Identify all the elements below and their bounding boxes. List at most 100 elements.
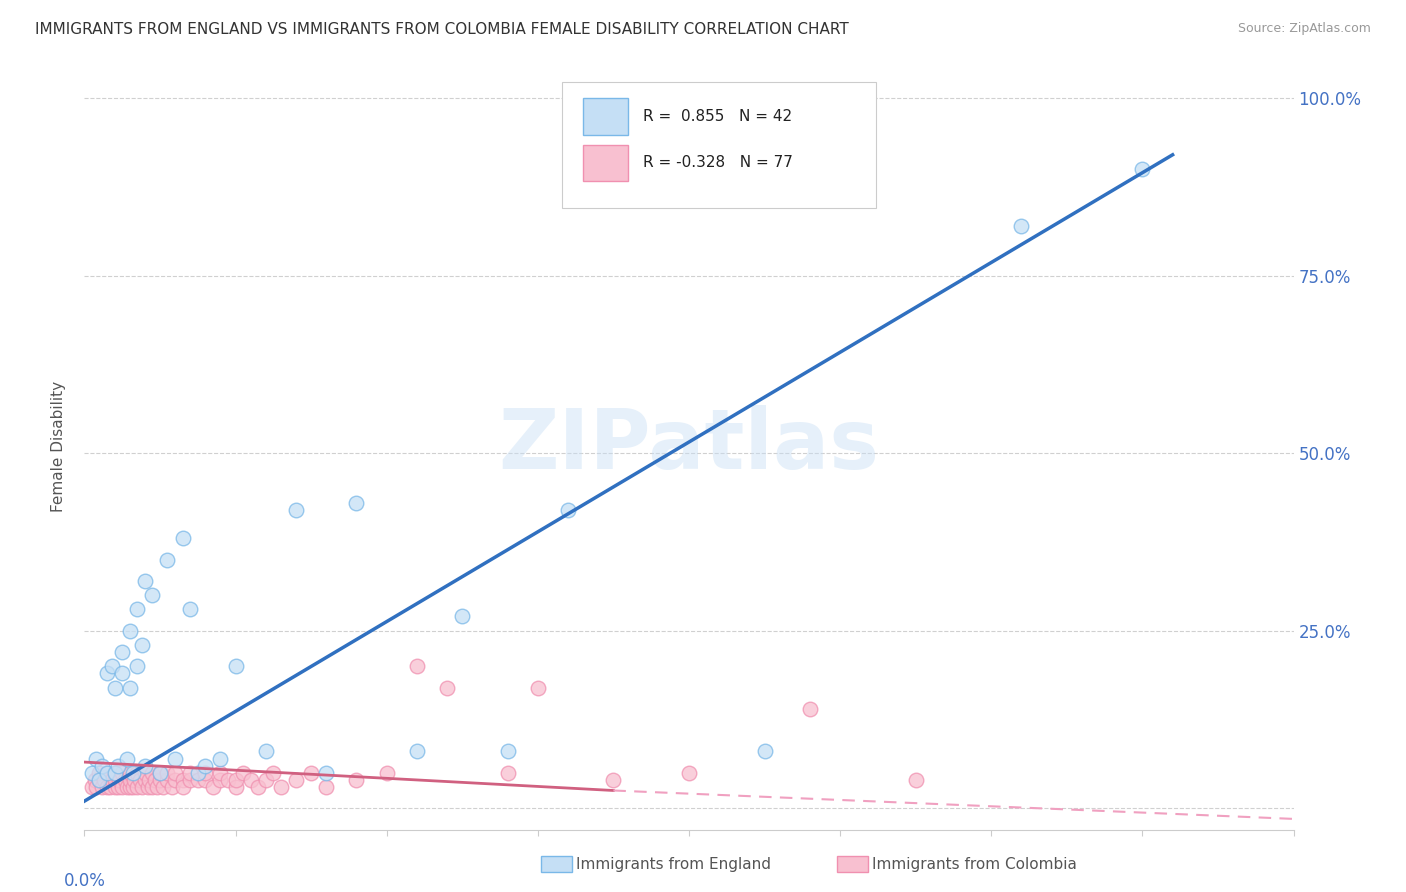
Point: [904, 772, 927, 787]
Point: [89, 772, 111, 787]
Point: [84, 772, 107, 787]
Text: R =  0.855   N = 42: R = 0.855 N = 42: [643, 109, 792, 124]
Point: [118, 624, 141, 638]
Point: [149, 765, 172, 780]
Point: [89, 772, 111, 787]
Text: IMMIGRANTS FROM ENGLAND VS IMMIGRANTS FROM COLOMBIA FEMALE DISABILITY CORRELATIO: IMMIGRANTS FROM ENGLAND VS IMMIGRANTS FR…: [35, 22, 849, 37]
Point: [254, 744, 277, 758]
Point: [127, 780, 149, 794]
Point: [406, 744, 429, 758]
Point: [436, 681, 458, 695]
Point: [107, 780, 129, 794]
Text: ZIPatlas: ZIPatlas: [499, 406, 879, 486]
Point: [93, 772, 115, 787]
Point: [406, 659, 429, 673]
Point: [156, 772, 179, 787]
FancyBboxPatch shape: [562, 81, 876, 208]
Point: [209, 772, 232, 787]
Point: [114, 772, 136, 787]
Point: [201, 780, 224, 794]
Point: [179, 602, 201, 616]
Point: [602, 772, 624, 787]
Text: R = -0.328   N = 77: R = -0.328 N = 77: [643, 154, 793, 169]
Point: [118, 765, 141, 780]
Point: [299, 765, 322, 780]
Point: [134, 574, 156, 588]
Point: [217, 772, 239, 787]
Point: [285, 503, 308, 517]
Point: [285, 772, 308, 787]
Point: [141, 765, 163, 780]
Point: [165, 765, 187, 780]
Point: [145, 772, 167, 787]
Point: [96, 765, 118, 780]
Point: [86, 780, 108, 794]
Point: [149, 772, 172, 787]
Point: [111, 765, 134, 780]
Point: [111, 645, 134, 659]
Point: [375, 765, 398, 780]
Point: [451, 609, 474, 624]
Point: [121, 780, 143, 794]
Point: [104, 765, 127, 780]
Bar: [582, 145, 628, 181]
Point: [247, 780, 270, 794]
Point: [194, 765, 217, 780]
Point: [262, 765, 284, 780]
Point: [134, 765, 156, 780]
Point: [346, 496, 368, 510]
Point: [146, 780, 169, 794]
Point: [1011, 219, 1033, 233]
Point: [104, 681, 127, 695]
Point: [225, 772, 247, 787]
Point: [557, 503, 579, 517]
Point: [172, 532, 194, 546]
Point: [141, 588, 163, 602]
Point: [134, 758, 156, 772]
Point: [156, 765, 179, 780]
Point: [496, 744, 519, 758]
Point: [136, 780, 159, 794]
Point: [172, 772, 194, 787]
Point: [179, 772, 201, 787]
Point: [131, 638, 153, 652]
Point: [239, 772, 262, 787]
Point: [104, 780, 127, 794]
Point: [89, 765, 111, 780]
Point: [187, 765, 209, 780]
Point: [107, 758, 129, 772]
Point: [179, 765, 201, 780]
Point: [100, 659, 122, 673]
Point: [134, 772, 156, 787]
Point: [91, 758, 114, 772]
Text: Immigrants from England: Immigrants from England: [576, 857, 772, 871]
Point: [254, 772, 277, 787]
Point: [121, 765, 143, 780]
Point: [209, 765, 232, 780]
Point: [138, 772, 160, 787]
Point: [194, 772, 217, 787]
Point: [225, 780, 247, 794]
Point: [527, 681, 550, 695]
Point: [1130, 161, 1153, 176]
Point: [172, 780, 194, 794]
Point: [111, 666, 134, 681]
Point: [96, 666, 118, 681]
Point: [96, 780, 118, 794]
Point: [232, 765, 254, 780]
Point: [678, 765, 700, 780]
Point: [754, 744, 776, 758]
Point: [80, 780, 103, 794]
Point: [122, 772, 145, 787]
Point: [127, 765, 149, 780]
Point: [104, 765, 127, 780]
Point: [86, 751, 108, 765]
Point: [131, 780, 153, 794]
Point: [225, 659, 247, 673]
Point: [118, 681, 141, 695]
Point: [799, 702, 821, 716]
Point: [496, 765, 519, 780]
Text: 0.0%: 0.0%: [63, 871, 105, 889]
Point: [315, 780, 337, 794]
Point: [104, 772, 127, 787]
